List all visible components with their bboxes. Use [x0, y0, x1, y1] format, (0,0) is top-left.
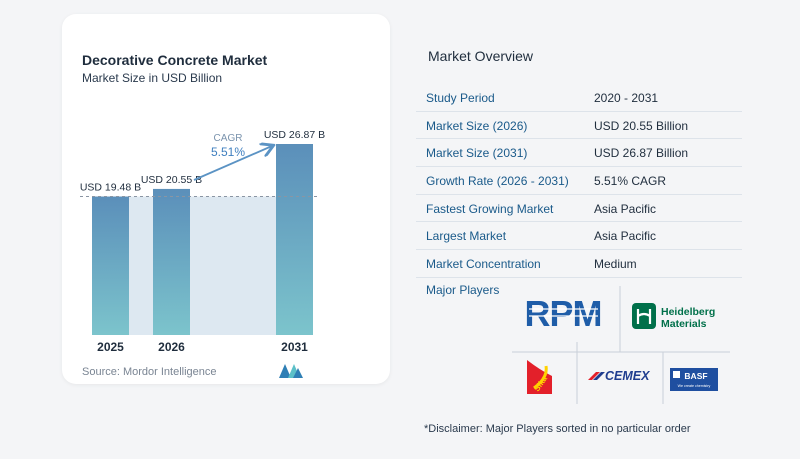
chart-title: Decorative Concrete Market	[82, 52, 268, 68]
overview-value: 5.51% CAGR	[594, 174, 667, 189]
bar-2025	[92, 196, 129, 335]
overview-row: Study Period 2020 - 2031	[416, 84, 742, 112]
sika-swoosh-icon	[533, 365, 548, 390]
heidelberg-materials-logo: Heidelberg Materials	[632, 303, 715, 330]
data-label-2025: USD 19.48 B	[80, 182, 141, 194]
overview-row: Fastest Growing Market Asia Pacific	[416, 195, 742, 223]
rpm-logo: RPM	[525, 293, 603, 334]
overview-label: Market Concentration	[426, 257, 541, 272]
basf-square-icon	[673, 371, 680, 378]
tick-label-2031: 2031	[281, 340, 308, 354]
basf-tagline: We create chemistry	[678, 384, 711, 388]
overview-label: Largest Market	[426, 229, 507, 244]
overview-row: Market Size (2031) USD 26.87 Billion	[416, 139, 742, 168]
overview-row: Largest Market Asia Pacific	[416, 222, 742, 251]
sika-logo: Sika	[527, 360, 552, 394]
overview-value: Medium	[594, 257, 637, 272]
overview-label: Growth Rate (2026 - 2031)	[426, 174, 569, 189]
data-label-2031: USD 26.87 B	[264, 129, 325, 141]
overview-label: Study Period	[426, 91, 495, 105]
bar-2031	[276, 144, 313, 335]
source-text: Source: Mordor Intelligence	[82, 366, 217, 378]
overview-title: Market Overview	[428, 48, 534, 64]
cagr-value: 5.51%	[211, 145, 245, 159]
cemex-logo: CEMEX	[588, 369, 650, 383]
overview-row: Growth Rate (2026 - 2031) 5.51% CAGR	[416, 167, 742, 195]
disclaimer: *Disclaimer: Major Players sorted in no …	[424, 423, 691, 435]
rpm-logo-text: RPM	[525, 293, 602, 334]
overview-row: Market Size (2026) USD 20.55 Billion	[416, 112, 742, 140]
chart-subtitle: Market Size in USD Billion	[82, 71, 223, 85]
overview-value: Asia Pacific	[594, 201, 657, 216]
overview-label: Market Size (2031)	[426, 146, 528, 161]
data-label-2026: USD 20.55 B	[141, 174, 202, 186]
overview-label: Fastest Growing Market	[426, 201, 554, 216]
overview-table: Study Period 2020 - 2031 Market Size (202…	[416, 84, 742, 278]
bar-2026	[153, 188, 190, 335]
overview-value: USD 26.87 Billion	[594, 146, 689, 161]
basf-logo: BASF We create chemistry	[670, 368, 718, 391]
cemex-stripe-icon	[588, 372, 600, 380]
cagr-label: CAGR	[214, 133, 243, 144]
overview-row: Market Concentration Medium	[416, 250, 742, 278]
overview-value: 2020 - 2031	[594, 91, 659, 105]
tick-label-2025: 2025	[97, 340, 124, 354]
sika-logo-text: Sika	[532, 374, 549, 393]
overview-value: Asia Pacific	[594, 229, 657, 244]
cemex-logo-text: CEMEX	[605, 369, 650, 383]
tick-label-2026: 2026	[158, 340, 185, 354]
heidelberg-logo-text-line2: Materials	[661, 318, 707, 330]
mordor-logo-icon	[279, 364, 303, 378]
major-players-title: Major Players	[426, 283, 500, 297]
overview-label: Market Size (2026)	[426, 118, 528, 133]
reference-band	[129, 196, 276, 335]
cagr-arrow	[193, 146, 272, 181]
bar-chart: USD 19.48 B 2025 USD 20.55 B 2026 USD 26.87 …	[80, 129, 325, 354]
basf-logo-text: BASF	[684, 371, 707, 381]
overview-value: USD 20.55 Billion	[594, 118, 689, 133]
heidelberg-leaf-icon	[632, 303, 656, 329]
heidelberg-logo-text: Heidelberg	[661, 306, 715, 318]
